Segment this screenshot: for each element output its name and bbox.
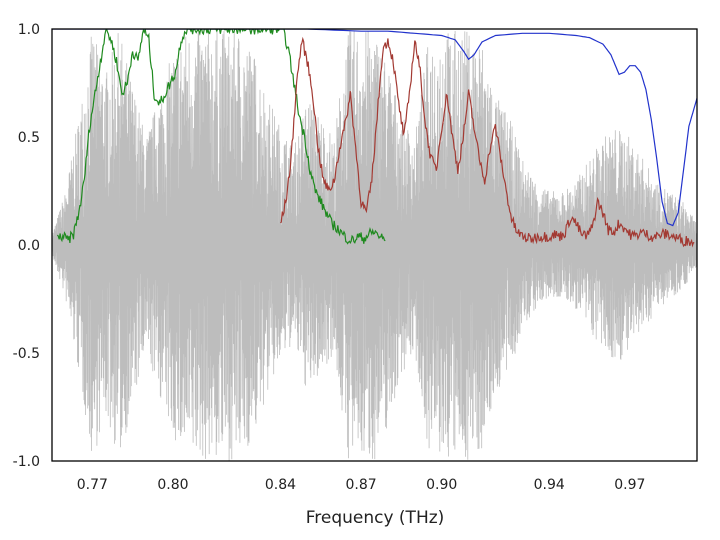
- y-tick-label: -1.0: [13, 454, 40, 470]
- series-line-1: [56, 29, 386, 245]
- x-tick-label: 0.94: [534, 477, 565, 493]
- x-tick-label: 0.90: [426, 477, 457, 493]
- x-tick-label: 0.80: [157, 477, 188, 493]
- x-tick-label: 0.77: [77, 477, 108, 493]
- y-tick-label: 0.5: [18, 130, 40, 146]
- series-line-0: [52, 29, 697, 461]
- y-tick-label: 1.0: [18, 22, 40, 38]
- x-tick-label: 0.87: [345, 477, 376, 493]
- x-tick-label: 0.84: [265, 477, 296, 493]
- series-line-2: [280, 36, 695, 248]
- y-tick-label: -0.5: [13, 346, 40, 362]
- series-line-3: [52, 29, 697, 227]
- y-tick-label: 0.0: [18, 238, 40, 254]
- series-layer: [52, 29, 697, 461]
- x-axis-label: Frequency (THz): [306, 508, 445, 528]
- x-tick-label: 0.97: [614, 477, 645, 493]
- ticks-layer: 1.0 0.5 0.0 -0.5 -1.0 0.77 0.80 0.84 0.87 0.90 0.9…: [13, 22, 646, 493]
- plot-frame: [51, 28, 698, 462]
